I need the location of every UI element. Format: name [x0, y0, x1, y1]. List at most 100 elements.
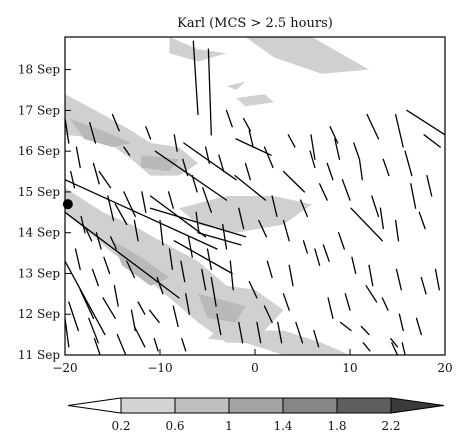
line-segment	[313, 329, 320, 348]
line-segment	[341, 179, 351, 201]
line-segment	[277, 321, 283, 344]
line-segment	[368, 264, 374, 287]
shaded-region	[69, 118, 132, 148]
line-segment	[309, 150, 316, 169]
shaded-region	[198, 293, 246, 323]
line-segment	[229, 260, 234, 291]
colorbar-segment	[174, 397, 230, 414]
line-segment	[256, 321, 262, 344]
line-segment	[68, 301, 79, 332]
shaded-region	[226, 81, 246, 90]
line-segment	[65, 317, 70, 348]
line-segment	[93, 338, 101, 355]
line-segment	[263, 305, 273, 324]
line-segment	[222, 223, 228, 250]
line-segment	[282, 219, 290, 242]
line-segment	[180, 260, 186, 283]
line-segment	[191, 174, 198, 193]
line-segment	[111, 113, 120, 132]
line-segment	[398, 313, 404, 332]
line-segment	[395, 268, 402, 291]
line-segment	[98, 170, 112, 189]
line-segment	[234, 174, 267, 201]
line-segment	[390, 338, 399, 348]
line-segment	[379, 207, 384, 230]
colorbar-high-tip	[390, 397, 445, 414]
line-segment	[113, 285, 119, 307]
shaded-region	[236, 94, 274, 107]
line-segment	[141, 191, 147, 213]
line-segment	[418, 211, 426, 230]
line-segment	[360, 325, 370, 336]
line-segment	[353, 142, 361, 160]
line-segment	[310, 134, 316, 160]
line-segment	[172, 305, 179, 328]
y-tick-label: 15 Sep	[18, 185, 60, 199]
shaded-region	[207, 330, 350, 355]
colorbar-segment	[282, 397, 338, 414]
line-segment	[327, 297, 334, 319]
line-segment	[185, 293, 191, 315]
line-segment	[258, 219, 268, 238]
x-tick-label: −20	[52, 361, 77, 375]
line-segment	[153, 338, 159, 352]
y-tick-label: 12 Sep	[18, 307, 60, 321]
line-segment	[75, 146, 81, 169]
line-segment	[114, 203, 128, 226]
line-segment	[192, 40, 199, 116]
y-tick-label: 17 Sep	[18, 103, 60, 117]
line-segment	[89, 121, 97, 144]
line-segment	[351, 256, 357, 275]
line-segment	[263, 146, 274, 169]
line-segment	[74, 248, 81, 271]
line-segment	[130, 309, 136, 332]
x-axis: −20 −10 0 10 20	[52, 349, 453, 375]
line-segment	[299, 199, 308, 218]
x-tick-label: −10	[147, 361, 172, 375]
line-segment	[302, 240, 308, 254]
line-segment	[187, 236, 193, 258]
line-segment	[295, 321, 304, 344]
x-tick-label: 0	[251, 361, 259, 375]
line-segment	[266, 260, 273, 279]
y-tick-label: 11 Sep	[18, 348, 60, 362]
line-segment	[133, 325, 146, 348]
line-segment	[381, 297, 389, 311]
line-segment	[167, 191, 174, 209]
line-segment	[65, 117, 70, 144]
line-segment	[244, 162, 251, 181]
line-segment	[70, 170, 76, 189]
line-segment	[318, 183, 328, 201]
line-segment	[271, 195, 278, 218]
shaded-region	[245, 37, 369, 74]
y-tick-label: 13 Sep	[18, 266, 60, 280]
line-segment	[382, 158, 390, 177]
shaded-contours	[65, 37, 369, 355]
line-segment	[137, 301, 146, 315]
line-segment	[326, 162, 334, 181]
line-segment	[358, 158, 363, 181]
line-segment	[238, 207, 245, 230]
line-segment	[156, 276, 164, 295]
line-segments	[65, 40, 445, 355]
line-segment	[394, 219, 400, 242]
line-segment	[85, 227, 93, 242]
colorbar-segment	[120, 397, 176, 414]
line-segment	[183, 142, 237, 181]
line-segment	[339, 321, 352, 332]
line-segment	[88, 317, 99, 344]
colorbar-label: 1	[225, 419, 233, 433]
line-segment	[288, 264, 294, 287]
line-segment	[415, 317, 422, 336]
line-segment	[225, 109, 233, 128]
line-segment	[123, 191, 136, 218]
line-segment	[365, 285, 378, 303]
line-segment	[168, 248, 174, 271]
line-segment	[218, 154, 225, 173]
y-tick-label: 14 Sep	[18, 226, 60, 240]
line-segment	[404, 150, 413, 177]
line-segment	[248, 130, 254, 148]
line-segment	[420, 276, 427, 295]
chart-title: Karl (MCS > 2.5 hours)	[177, 16, 333, 31]
line-segment	[181, 338, 187, 352]
